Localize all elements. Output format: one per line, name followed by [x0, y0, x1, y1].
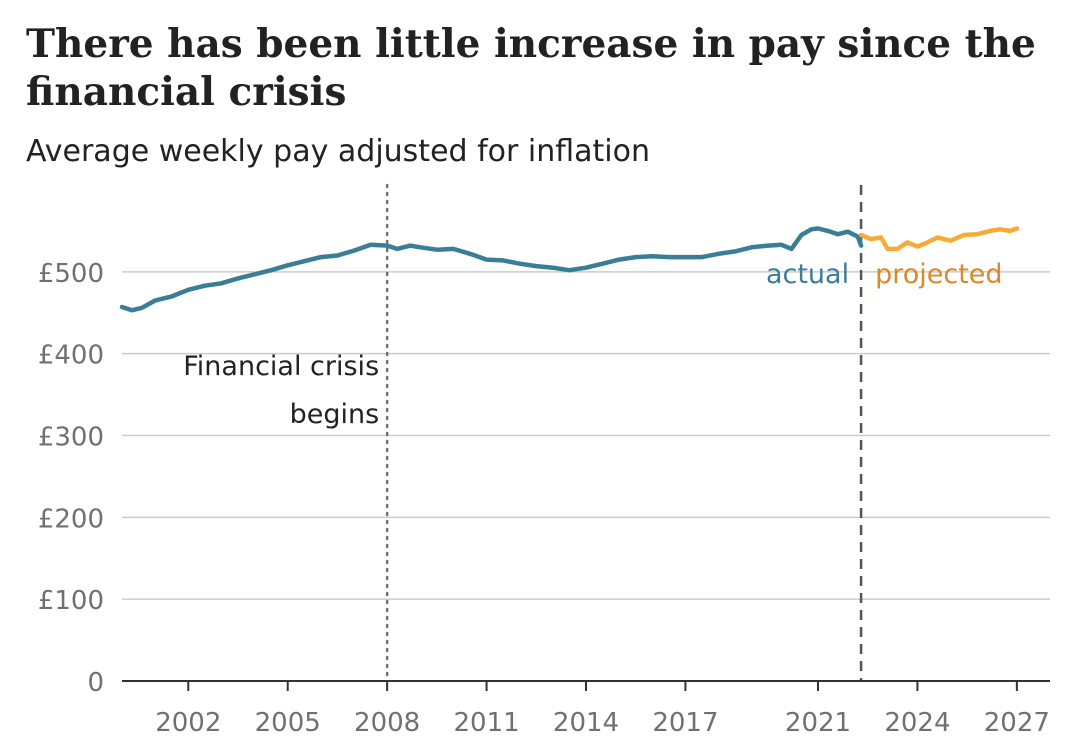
x-tick-label: 2014	[553, 708, 619, 738]
annotation-financial-crisis-line2: begins	[290, 399, 380, 430]
x-tick-label: 2005	[255, 708, 321, 738]
series-line-projected	[858, 226, 1020, 252]
series-label-actual: actual	[766, 259, 849, 290]
y-tick-label: £200	[38, 504, 104, 534]
axes: 0 £100 £200 £300 £400 £500 2002 2005 2008 2011 201…	[38, 259, 1050, 738]
chart-title: There has been little increase in pay si…	[26, 21, 1036, 115]
x-tick-label: 2024	[884, 708, 950, 738]
x-tick-label: 2021	[785, 708, 851, 738]
x-tick-label: 2002	[155, 708, 221, 738]
series-lines	[119, 226, 1020, 313]
series-label-projected: projected	[875, 259, 1002, 290]
y-tick-label: £400	[38, 341, 104, 371]
labels: Financial crisis begins actual projected	[183, 259, 1002, 430]
series-line-actual	[119, 226, 864, 313]
y-tick-label: £100	[38, 586, 104, 616]
x-tick-label: 2008	[354, 708, 420, 738]
gridlines	[122, 271, 1050, 600]
annotation-financial-crisis-line1: Financial crisis	[183, 351, 379, 382]
y-tick-label: £500	[38, 259, 104, 289]
x-tick-label: 2027	[984, 708, 1050, 738]
y-tick-label: 0	[87, 668, 104, 698]
x-tick-label: 2011	[453, 708, 519, 738]
chart-subtitle: Average weekly pay adjusted for inflatio…	[26, 134, 650, 169]
reference-lines	[385, 183, 863, 683]
x-tick-label: 2017	[652, 708, 718, 738]
y-tick-label: £300	[38, 423, 104, 453]
